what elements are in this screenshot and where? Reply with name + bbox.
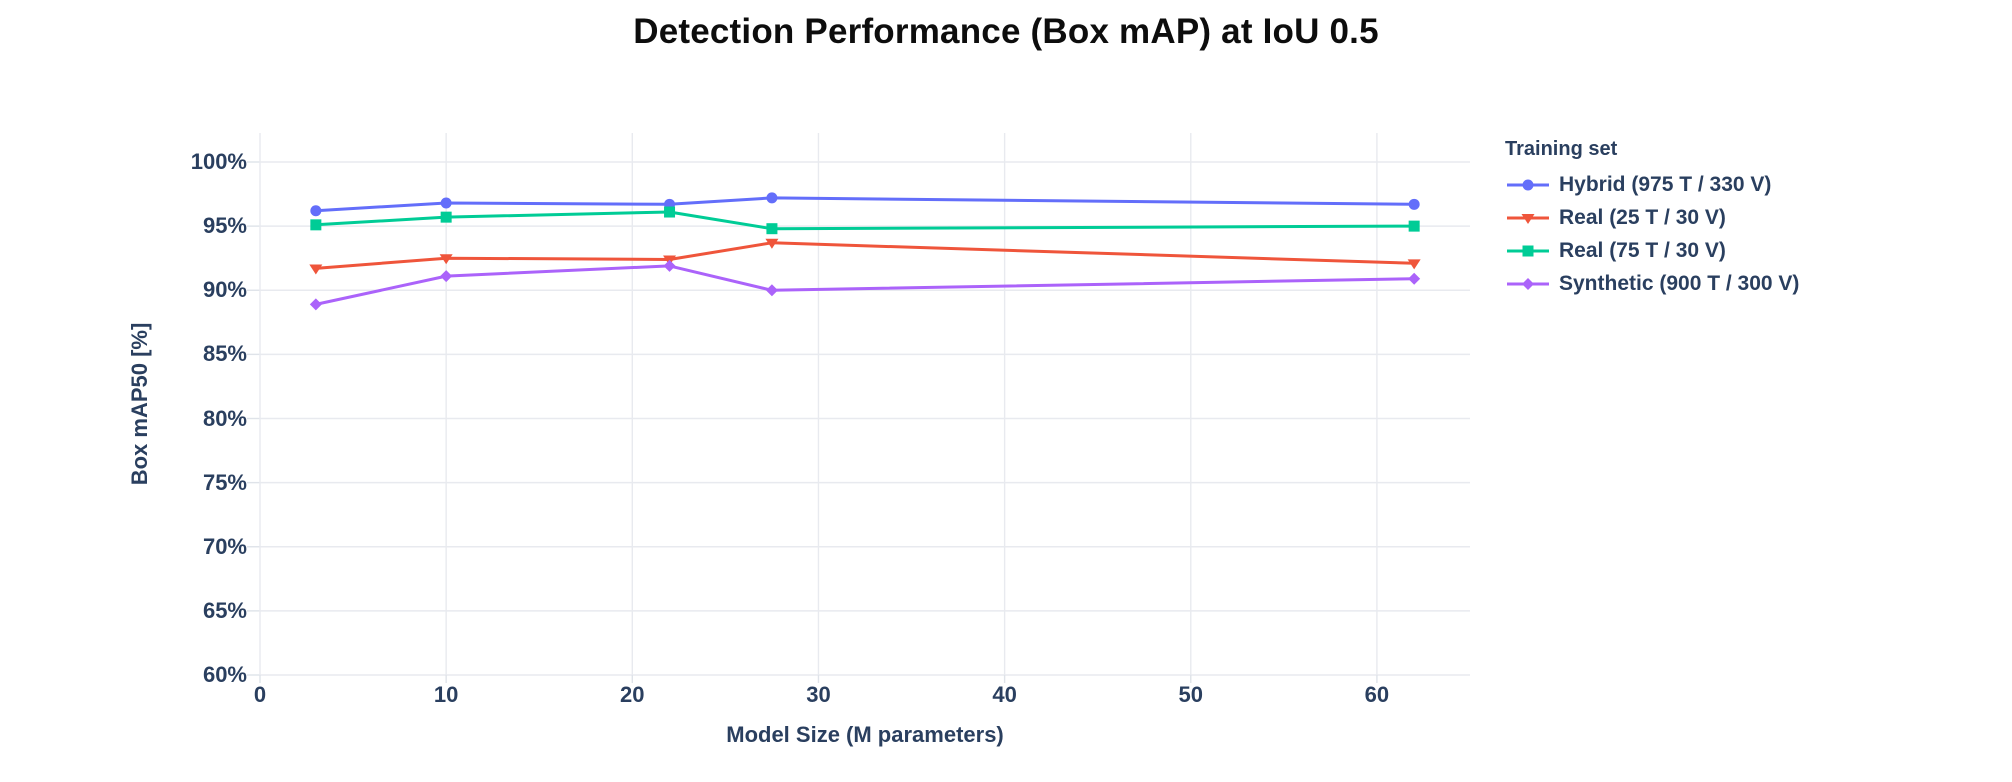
data-point-circle[interactable]: [310, 205, 322, 217]
chart-title: Detection Performance (Box mAP) at IoU 0…: [633, 12, 1379, 51]
y-tick-label: 85%: [202, 341, 247, 367]
legend-label: Real (75 T / 30 V): [1559, 238, 1726, 262]
legend-marker-circle-icon: [1507, 179, 1549, 190]
y-tick-label: 80%: [202, 405, 247, 431]
series-real-75-t-30-v: [310, 206, 1420, 235]
legend-marker-square-icon: [1507, 245, 1549, 256]
legend-item-real-75-t-30-v[interactable]: Real (75 T / 30 V): [1505, 234, 1975, 267]
data-point-square[interactable]: [440, 211, 452, 223]
data-point-diamond[interactable]: [663, 259, 676, 272]
y-tick-label: 60%: [202, 662, 247, 687]
data-point-circle[interactable]: [766, 192, 778, 204]
series-real-25-t-30-v: [309, 238, 1421, 275]
data-point-diamond[interactable]: [309, 298, 322, 311]
x-tick-label: 40: [992, 682, 1017, 707]
legend-symbol: [1522, 277, 1534, 290]
legend-label: Hybrid (975 T / 330 V): [1559, 172, 1772, 196]
x-tick-label: 0: [253, 682, 267, 707]
data-point-triangle-down[interactable]: [309, 264, 323, 275]
data-point-square[interactable]: [1408, 220, 1420, 232]
legend-symbol: [1522, 179, 1534, 190]
data-point-triangle-down[interactable]: [439, 254, 453, 265]
legend: Training set Hybrid (975 T / 330 V) Real …: [1505, 138, 1975, 300]
data-point-square[interactable]: [766, 223, 778, 235]
series-line: [314, 196, 1416, 213]
series-line: [314, 241, 1416, 270]
x-tick-label: 20: [620, 682, 645, 707]
legend-symbol: [1521, 213, 1535, 224]
data-point-diamond[interactable]: [440, 270, 453, 283]
y-tick-label: 70%: [202, 533, 247, 559]
x-tick-label: 10: [433, 682, 459, 707]
x-tick-label: 30: [806, 682, 831, 707]
x-tick-label: 60: [1364, 682, 1390, 707]
legend-symbol: [1522, 245, 1534, 256]
y-tick-label: 100%: [190, 149, 247, 174]
legend-marker-triangle-down-icon: [1507, 213, 1549, 224]
y-tick-label: 90%: [202, 277, 247, 303]
data-point-square[interactable]: [310, 219, 322, 231]
legend-rows: Hybrid (975 T / 330 V) Real (25 T / 30 V)…: [1505, 168, 1975, 300]
legend-label: Real (25 T / 30 V): [1559, 205, 1726, 229]
y-tick-label: 75%: [202, 469, 247, 495]
legend-item-synthetic-900-t-300-v[interactable]: Synthetic (900 T / 300 V): [1505, 267, 1975, 300]
legend-item-hybrid-975-t-330-v[interactable]: Hybrid (975 T / 330 V): [1505, 168, 1975, 201]
series-line: [314, 264, 1416, 306]
data-point-circle[interactable]: [1408, 198, 1420, 210]
data-point-triangle-down[interactable]: [765, 238, 779, 249]
data-point-diamond[interactable]: [765, 284, 778, 297]
data-point-diamond[interactable]: [1408, 272, 1421, 285]
legend-label: Synthetic (900 T / 300 V): [1559, 271, 1800, 295]
legend-title: Training set: [1505, 138, 1618, 160]
x-tick-label: 50: [1178, 682, 1204, 707]
data-point-circle[interactable]: [440, 197, 452, 209]
y-tick-label: 95%: [202, 213, 247, 239]
series-hybrid-975-t-330-v: [310, 192, 1420, 217]
legend-marker-diamond-icon: [1507, 277, 1549, 290]
x-axis-title: Model Size (M parameters): [726, 722, 1004, 747]
legend-item-real-25-t-30-v[interactable]: Real (25 T / 30 V): [1505, 201, 1975, 234]
data-point-triangle-down[interactable]: [1407, 259, 1421, 270]
series-synthetic-900-t-300-v: [309, 259, 1421, 311]
y-tick-label: 65%: [202, 597, 247, 623]
data-point-square[interactable]: [664, 206, 676, 218]
